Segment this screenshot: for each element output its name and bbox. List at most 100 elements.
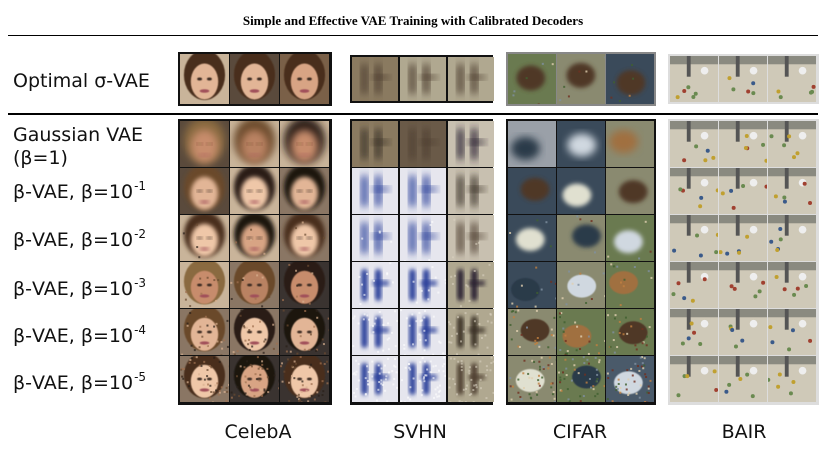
image-bair-row2-2 [719,168,767,214]
image-celeba-row3-3 [280,215,329,261]
image-cifar-optimal-2 [557,54,605,104]
row-label-beta-5-base: β-VAE, β=10 [13,372,134,394]
image-bair-row6-1 [670,356,718,402]
image-cifar-row6-1 [508,356,556,402]
row-label-optimal-sigma-vae: Optimal σ-VAE [13,70,150,92]
image-cifar-row4-2 [557,262,605,308]
image-svhn-row4-3 [448,262,494,308]
image-celeba-row6-2 [230,356,279,402]
image-celeba-row3-1 [180,215,229,261]
image-celeba-row2-3 [280,168,329,214]
image-bair-row3-3 [768,215,816,261]
image-bair-row2-3 [768,168,816,214]
image-cifar-row4-1 [508,262,556,308]
image-celeba-row2-1 [180,168,229,214]
image-celeba-row1-3 [280,121,329,167]
image-svhn-row3-3 [448,215,494,261]
image-svhn-row6-2 [400,356,446,402]
image-bair-row1-3 [768,121,816,167]
image-svhn-row2-3 [448,168,494,214]
image-svhn-row5-1 [352,309,398,355]
image-cifar-row2-3 [606,168,654,214]
image-svhn-optimal-3 [448,57,494,101]
section-divider [8,113,818,115]
image-bair-row3-1 [670,215,718,261]
image-svhn-row4-1 [352,262,398,308]
image-bair-row1-2 [719,121,767,167]
row-label-beta-4-exponent: -4 [134,323,147,337]
image-celeba-row4-3 [280,262,329,308]
image-bair-row5-3 [768,309,816,355]
image-cifar-row3-3 [606,215,654,261]
image-cifar-row1-2 [557,121,605,167]
row-label-beta-5-exponent: -5 [134,370,147,384]
row-label-beta-1: β-VAE, β=10-1 [13,179,147,205]
image-bair-row4-2 [719,262,767,308]
image-svhn-row3-2 [400,215,446,261]
row-label-beta-4-base: β-VAE, β=10 [13,325,134,347]
image-bair-row1-1 [670,121,718,167]
image-svhn-row2-2 [400,168,446,214]
image-bair-row3-2 [719,215,767,261]
row-label-gaussian-vae: Gaussian VAE [13,124,143,146]
image-cifar-optimal-3 [606,54,654,104]
image-cifar-row1-3 [606,121,654,167]
image-celeba-row4-1 [180,262,229,308]
row-label-beta-5: β-VAE, β=10-5 [13,370,147,396]
image-svhn-row3-1 [352,215,398,261]
image-bair-optimal-2 [719,56,767,102]
image-celeba-row6-3 [280,356,329,402]
image-svhn-row6-1 [352,356,398,402]
image-cifar-row6-2 [557,356,605,402]
row-label-beta-4: β-VAE, β=10-4 [13,323,147,349]
image-bair-row5-1 [670,309,718,355]
row-label-beta-3-exponent: -3 [134,276,147,290]
image-cifar-row2-2 [557,168,605,214]
row-label-beta-1-base: β-VAE, β=10 [13,181,134,203]
row-label-beta-2-exponent: -2 [134,227,147,241]
image-celeba-row2-2 [230,168,279,214]
image-bair-row5-2 [719,309,767,355]
image-bair-row6-3 [768,356,816,402]
row-label-beta-1-exponent: -1 [134,179,147,193]
page-header-title: Simple and Effective VAE Training with C… [242,13,584,28]
image-bair-row4-1 [670,262,718,308]
image-cifar-row2-1 [508,168,556,214]
row-label-beta-3: β-VAE, β=10-3 [13,276,147,302]
image-celeba-row3-2 [230,215,279,261]
col-label-celeba: CelebA [224,421,292,443]
image-celeba-row1-1 [180,121,229,167]
image-cifar-row5-1 [508,309,556,355]
image-cifar-row3-2 [557,215,605,261]
row-label-beta-2-base: β-VAE, β=10 [13,229,134,251]
image-bair-row4-3 [768,262,816,308]
image-bair-row6-2 [719,356,767,402]
image-bair-row2-1 [670,168,718,214]
row-label-gaussian-beta: (β=1) [13,147,68,169]
image-celeba-row6-1 [180,356,229,402]
image-cifar-row4-3 [606,262,654,308]
image-cifar-row3-1 [508,215,556,261]
col-label-svhn: SVHN [393,421,447,443]
image-svhn-row1-1 [352,121,398,167]
header-rule [8,35,818,36]
image-celeba-row5-2 [230,309,279,355]
image-svhn-optimal-2 [400,57,446,101]
image-svhn-row5-3 [448,309,494,355]
image-svhn-row4-2 [400,262,446,308]
image-svhn-row1-2 [400,121,446,167]
image-celeba-optimal-2 [230,54,279,104]
image-celeba-optimal-3 [280,54,329,104]
image-bair-optimal-1 [670,56,718,102]
image-cifar-row5-2 [557,309,605,355]
image-svhn-row2-1 [352,168,398,214]
image-bair-optimal-3 [768,56,816,102]
image-celeba-row5-1 [180,309,229,355]
image-celeba-row4-2 [230,262,279,308]
image-cifar-optimal-1 [508,54,556,104]
image-svhn-optimal-1 [352,57,398,101]
col-label-bair: BAIR [721,421,767,443]
col-label-cifar: CIFAR [552,421,608,443]
image-svhn-row5-2 [400,309,446,355]
